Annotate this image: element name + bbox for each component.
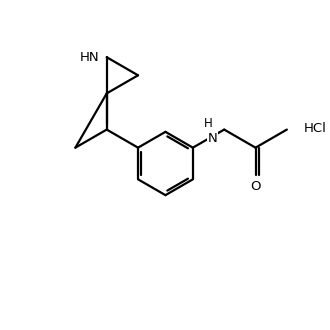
Text: HCl: HCl	[304, 121, 326, 135]
Text: HN: HN	[80, 51, 99, 64]
Text: O: O	[250, 180, 261, 193]
Text: N: N	[208, 132, 217, 145]
Text: H: H	[204, 117, 213, 130]
